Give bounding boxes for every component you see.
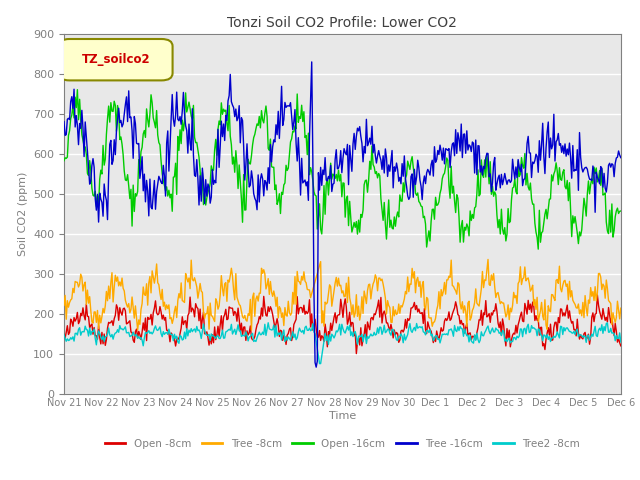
Legend: Open -8cm, Tree -8cm, Open -16cm, Tree -16cm, Tree2 -8cm: Open -8cm, Tree -8cm, Open -16cm, Tree -… <box>100 435 584 453</box>
X-axis label: Time: Time <box>329 411 356 421</box>
Text: TZ_soilco2: TZ_soilco2 <box>81 53 150 66</box>
FancyBboxPatch shape <box>58 39 173 80</box>
Title: Tonzi Soil CO2 Profile: Lower CO2: Tonzi Soil CO2 Profile: Lower CO2 <box>227 16 458 30</box>
Y-axis label: Soil CO2 (ppm): Soil CO2 (ppm) <box>17 171 28 256</box>
